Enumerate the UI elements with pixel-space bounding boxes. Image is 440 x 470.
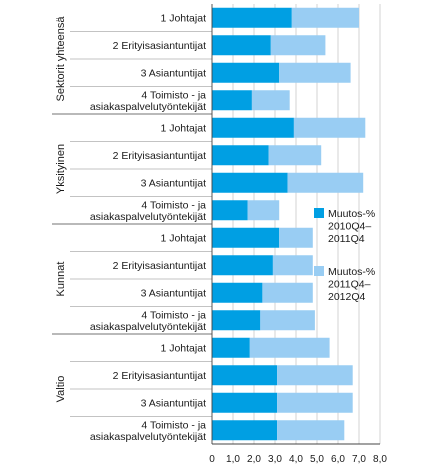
category-label: 3 Asiantuntijat (141, 67, 206, 79)
x-axis-tick-labels: 0 1,0 2,0 3,0 4,0 5,0 6,0 7,0 8,0 (209, 454, 387, 465)
legend: Muutos-%2010Q4–2011Q4Muutos-%2011Q4–2012… (314, 208, 375, 303)
category-label: 4 Toimisto - ja asiakaspalvelutyöntekijät (90, 199, 206, 223)
bar-segment-series-2 (277, 392, 353, 413)
group-label: Sektorit yhteensä (55, 16, 67, 102)
category-label-line: asiakaspalvelutyöntekijät (90, 431, 206, 443)
bar-segment-series-1 (212, 227, 280, 248)
bar-segment-series-1 (212, 90, 252, 111)
x-tick-label: 5,0 (310, 454, 324, 465)
bar-segment-series-1 (212, 392, 278, 413)
category-label: 3 Asiantuntijat (141, 287, 206, 299)
x-tick-label: 3,0 (268, 454, 282, 465)
legend-label: Muutos-% (328, 208, 375, 220)
x-tick-label: 4,0 (289, 454, 303, 465)
bar-segment-series-2 (272, 255, 313, 276)
bars (212, 7, 366, 441)
x-tick-label: 1,0 (226, 454, 240, 465)
x-tick-label: 7,0 (352, 454, 366, 465)
category-label: 1 Johtajat (160, 232, 206, 244)
bar-segment-series-1 (212, 117, 294, 138)
x-tick-label: 0 (209, 454, 215, 465)
legend-label: 2011Q4 (328, 233, 365, 245)
chart-frame (52, 4, 380, 445)
bar-segment-series-2 (277, 420, 345, 441)
bar-segment-series-2 (270, 35, 326, 56)
x-tick-label: 8,0 (373, 454, 387, 465)
category-label: 1 Johtajat (160, 12, 206, 24)
category-label-line: asiakaspalvelutyöntekijät (90, 211, 206, 223)
legend-swatch (314, 208, 324, 218)
legend-label: 2010Q4– (328, 221, 371, 233)
group-label: Valtio (55, 376, 67, 403)
bar-segment-series-1 (212, 172, 288, 193)
bar-segment-series-1 (212, 35, 271, 56)
category-label: 2 Erityisasiantuntijat (113, 260, 206, 272)
bar-segment-series-1 (212, 7, 292, 28)
bar-segment-series-1 (212, 200, 248, 221)
category-label-line: 4 Toimisto - ja (141, 309, 206, 321)
category-label: 3 Asiantuntijat (141, 397, 206, 409)
category-label: 4 Toimisto - ja asiakaspalvelutyöntekijät (90, 309, 206, 333)
category-label: 4 Toimisto - ja asiakaspalvelutyöntekijät (90, 89, 206, 113)
legend-label: 2012Q4 (328, 291, 366, 303)
bar-segment-series-2 (260, 310, 315, 331)
category-label-line: 4 Toimisto - ja (141, 199, 206, 211)
bar-segment-series-1 (212, 420, 278, 441)
bar-segment-series-2 (277, 365, 353, 386)
category-label: 3 Asiantuntijat (141, 177, 206, 189)
group-label: Kunnat (55, 262, 67, 297)
category-label: 4 Toimisto - ja asiakaspalvelutyöntekijät (90, 419, 206, 443)
category-label-line: 4 Toimisto - ja (141, 419, 206, 431)
bar-segment-series-2 (291, 7, 359, 28)
category-label: 2 Erityisasiantuntijat (113, 40, 206, 52)
category-labels: 1 Johtajat 2 Erityisasiantuntijat 3 Asiant… (90, 12, 206, 443)
bar-segment-series-2 (262, 282, 313, 303)
group-labels: Sektorit yhteensä Yksityinen Kunnat Valtio (55, 16, 67, 403)
bar-segment-series-2 (268, 145, 322, 166)
legend-label: Muutos-% (328, 266, 375, 278)
legend-swatch (314, 266, 324, 276)
bar-segment-series-2 (279, 227, 313, 248)
bar-segment-series-1 (212, 282, 263, 303)
bar-segment-series-2 (251, 90, 290, 111)
x-tick-label: 2,0 (247, 454, 261, 465)
bar-segment-series-2 (293, 117, 366, 138)
category-label: 1 Johtajat (160, 342, 206, 354)
bar-segment-series-2 (249, 337, 330, 358)
bar-segment-series-1 (212, 62, 280, 83)
bar-segment-series-1 (212, 337, 250, 358)
bar-segment-series-2 (247, 200, 280, 221)
bar-segment-series-2 (279, 62, 351, 83)
category-label: 2 Erityisasiantuntijat (113, 150, 206, 162)
legend-label: 2011Q4– (328, 279, 371, 291)
category-label: 2 Erityisasiantuntijat (113, 370, 206, 382)
bar-segment-series-1 (212, 145, 269, 166)
bar-segment-series-2 (287, 172, 364, 193)
category-label-line: 4 Toimisto - ja (141, 89, 206, 101)
category-label: 1 Johtajat (160, 122, 206, 134)
x-tick-label: 6,0 (331, 454, 345, 465)
group-label: Yksityinen (55, 144, 67, 194)
bar-segment-series-1 (212, 255, 273, 276)
bar-segment-series-1 (212, 365, 278, 386)
category-label-line: asiakaspalvelutyöntekijät (90, 321, 206, 333)
bar-segment-series-1 (212, 310, 261, 331)
category-label-line: asiakaspalvelutyöntekijät (90, 101, 206, 113)
